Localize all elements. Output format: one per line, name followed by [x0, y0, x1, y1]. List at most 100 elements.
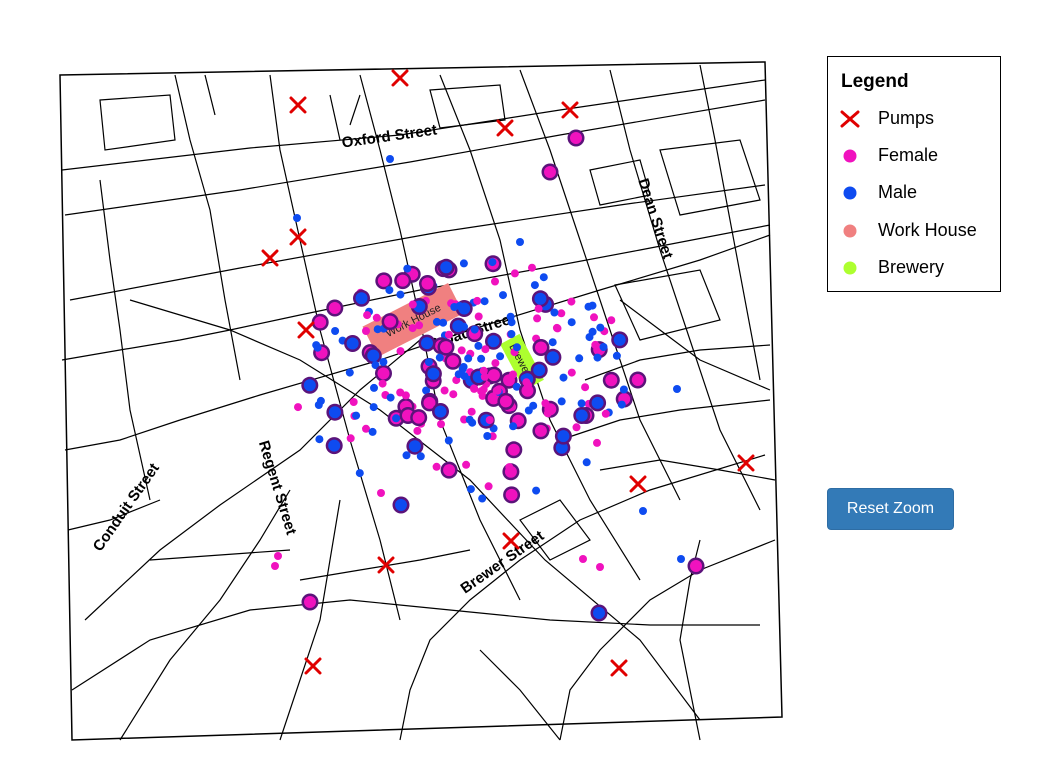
- male-death-marker[interactable]: [593, 353, 602, 362]
- male-death-marker[interactable]: [488, 258, 497, 267]
- male-death-marker[interactable]: [464, 354, 473, 363]
- male-death-marker[interactable]: [539, 273, 548, 282]
- male-death-marker[interactable]: [559, 373, 568, 382]
- female-death-marker[interactable]: [534, 304, 543, 313]
- female-death-marker[interactable]: [446, 355, 459, 368]
- female-death-marker[interactable]: [271, 562, 279, 570]
- male-death-marker[interactable]: [548, 338, 557, 347]
- male-death-marker[interactable]: [421, 337, 433, 350]
- female-death-marker[interactable]: [581, 383, 590, 392]
- pump-marker[interactable]: [502, 532, 520, 550]
- male-death-marker[interactable]: [403, 264, 412, 273]
- pump-marker[interactable]: [377, 556, 395, 574]
- male-death-marker[interactable]: [416, 452, 425, 461]
- female-death-marker[interactable]: [601, 409, 610, 418]
- cholera-map[interactable]: Work House Brewery Oxford Street Dean St…: [0, 0, 810, 759]
- female-death-marker[interactable]: [552, 323, 561, 332]
- male-death-marker[interactable]: [459, 259, 468, 268]
- female-death-marker[interactable]: [444, 330, 453, 339]
- female-death-marker[interactable]: [449, 390, 458, 399]
- male-death-marker[interactable]: [483, 432, 492, 440]
- female-death-marker[interactable]: [533, 314, 542, 323]
- female-death-marker[interactable]: [467, 407, 476, 416]
- male-death-marker[interactable]: [613, 333, 626, 346]
- male-death-marker[interactable]: [530, 281, 539, 290]
- male-death-marker[interactable]: [355, 469, 364, 478]
- female-death-marker[interactable]: [377, 489, 385, 497]
- male-death-marker[interactable]: [331, 327, 340, 335]
- male-death-marker[interactable]: [599, 343, 608, 351]
- male-death-marker[interactable]: [487, 335, 500, 348]
- female-death-marker[interactable]: [362, 327, 370, 335]
- female-death-marker[interactable]: [440, 341, 452, 354]
- female-death-marker[interactable]: [593, 438, 601, 447]
- female-death-marker[interactable]: [484, 482, 493, 491]
- female-death-marker[interactable]: [481, 345, 490, 354]
- male-death-marker[interactable]: [370, 383, 378, 392]
- male-death-marker[interactable]: [460, 322, 468, 331]
- female-death-marker[interactable]: [432, 462, 441, 471]
- male-death-marker[interactable]: [480, 297, 489, 306]
- female-death-marker[interactable]: [590, 313, 598, 322]
- male-death-marker[interactable]: [385, 286, 394, 295]
- female-death-marker[interactable]: [528, 263, 536, 272]
- male-death-marker[interactable]: [474, 341, 483, 350]
- male-death-marker[interactable]: [506, 312, 515, 321]
- male-death-marker[interactable]: [557, 397, 566, 406]
- female-death-marker[interactable]: [505, 463, 514, 472]
- male-death-marker[interactable]: [546, 351, 559, 364]
- female-death-marker[interactable]: [477, 387, 486, 396]
- female-death-marker[interactable]: [460, 415, 469, 424]
- female-death-marker[interactable]: [491, 277, 499, 286]
- female-death-marker[interactable]: [421, 277, 434, 290]
- male-death-marker[interactable]: [513, 343, 521, 352]
- female-death-marker[interactable]: [349, 398, 358, 406]
- pump-marker[interactable]: [496, 119, 514, 137]
- male-death-marker[interactable]: [507, 330, 516, 338]
- male-death-marker[interactable]: [444, 436, 453, 445]
- death-markers[interactable]: [271, 129, 705, 622]
- male-death-marker[interactable]: [555, 441, 568, 454]
- male-death-marker[interactable]: [575, 354, 584, 363]
- male-death-marker[interactable]: [313, 343, 322, 352]
- male-death-marker[interactable]: [496, 352, 505, 361]
- female-death-marker[interactable]: [510, 269, 519, 278]
- male-death-marker[interactable]: [424, 358, 433, 367]
- male-death-marker[interactable]: [328, 406, 341, 419]
- reset-zoom-button[interactable]: Reset Zoom: [827, 488, 954, 530]
- male-death-marker[interactable]: [440, 261, 453, 274]
- female-death-marker[interactable]: [362, 424, 370, 433]
- female-death-marker[interactable]: [377, 274, 390, 287]
- male-death-marker[interactable]: [367, 349, 380, 362]
- female-death-marker[interactable]: [607, 316, 616, 325]
- female-death-marker[interactable]: [401, 391, 410, 400]
- male-death-marker[interactable]: [582, 458, 591, 467]
- male-death-marker[interactable]: [379, 358, 388, 366]
- female-death-marker[interactable]: [541, 399, 550, 408]
- male-death-marker[interactable]: [373, 325, 382, 334]
- female-death-marker[interactable]: [485, 416, 494, 424]
- female-death-marker[interactable]: [314, 316, 327, 329]
- female-death-marker[interactable]: [274, 552, 282, 560]
- male-death-marker[interactable]: [392, 414, 401, 423]
- pump-marker[interactable]: [297, 321, 315, 339]
- male-death-marker[interactable]: [396, 290, 405, 299]
- female-death-marker[interactable]: [396, 274, 409, 287]
- female-death-marker[interactable]: [605, 374, 618, 387]
- male-death-marker[interactable]: [328, 439, 341, 452]
- female-death-marker[interactable]: [377, 367, 390, 380]
- female-death-marker[interactable]: [591, 340, 600, 349]
- female-death-marker[interactable]: [413, 426, 422, 435]
- male-death-marker[interactable]: [533, 364, 546, 377]
- workhouse-building[interactable]: [362, 283, 464, 357]
- female-death-marker[interactable]: [480, 372, 489, 381]
- male-death-marker[interactable]: [432, 317, 441, 326]
- female-death-marker[interactable]: [572, 423, 581, 432]
- female-death-marker[interactable]: [487, 392, 500, 405]
- female-death-marker[interactable]: [567, 368, 576, 377]
- female-death-marker[interactable]: [690, 560, 702, 572]
- male-death-marker[interactable]: [468, 418, 477, 427]
- male-death-marker[interactable]: [673, 385, 681, 393]
- female-death-marker[interactable]: [499, 395, 512, 408]
- female-death-marker[interactable]: [491, 359, 500, 368]
